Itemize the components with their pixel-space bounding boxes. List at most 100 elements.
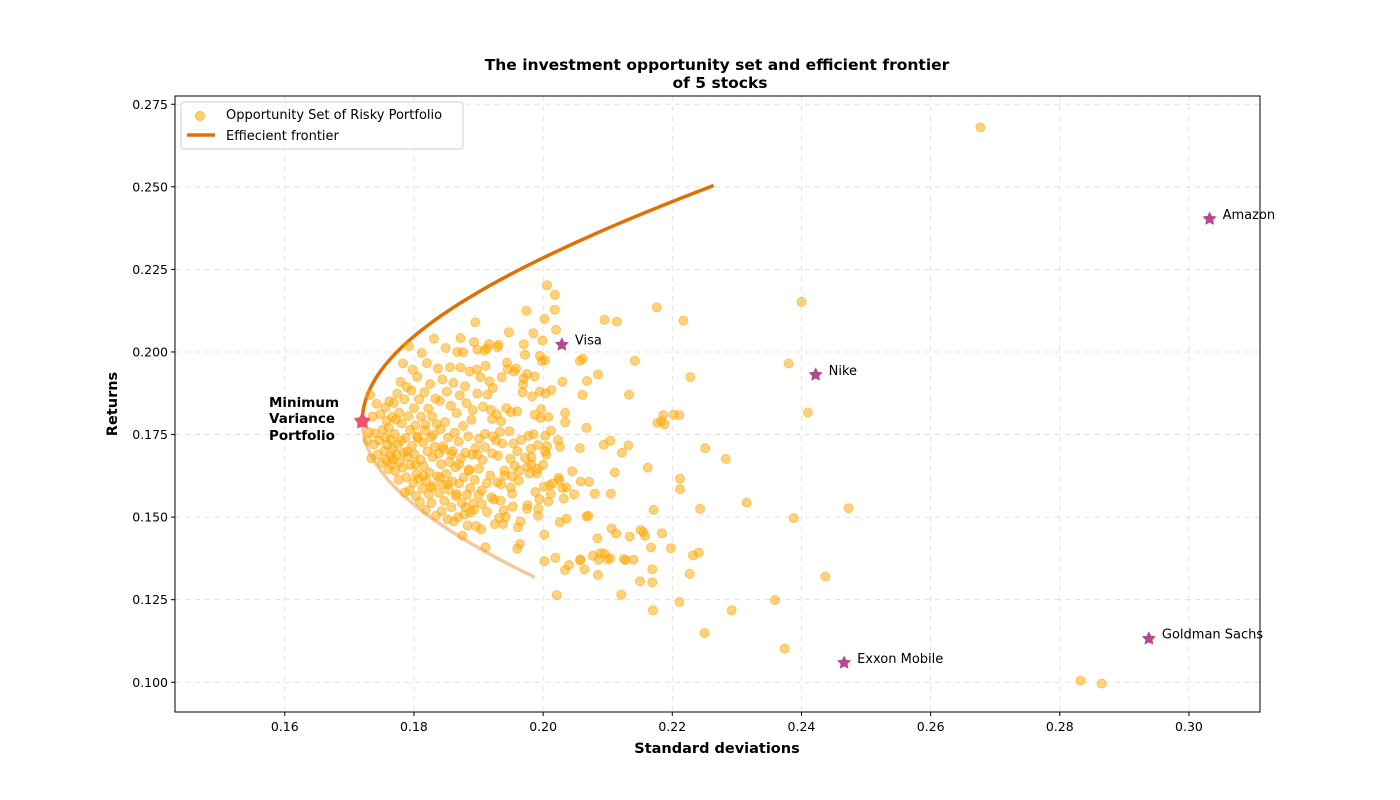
portfolio-point	[512, 543, 523, 554]
portfolio-point	[403, 411, 414, 422]
portfolio-point	[616, 589, 627, 600]
portfolio-point	[462, 520, 473, 531]
portfolio-point	[473, 463, 484, 474]
portfolio-point	[504, 426, 515, 437]
stock-label: Visa	[575, 334, 602, 349]
portfolio-point	[430, 393, 441, 404]
portfolio-point	[371, 398, 382, 409]
portfolio-point	[587, 550, 598, 561]
portfolio-point	[540, 446, 551, 457]
portfolio-point	[469, 474, 480, 485]
portfolio-point	[720, 454, 731, 464]
portfolio-point	[419, 387, 430, 398]
portfolio-point	[589, 488, 600, 499]
portfolio-point	[539, 529, 550, 540]
portfolio-point	[431, 419, 442, 429]
portfolio-point	[695, 503, 706, 514]
portfolio-point	[802, 407, 813, 418]
portfolio-point	[457, 530, 468, 541]
x-axis: 0.16 0.18 0.20 0.22 0.24 0.26 0.28 0.30	[271, 712, 1203, 734]
portfolio-point	[474, 433, 485, 444]
portfolio-point	[512, 522, 523, 533]
portfolio-point	[675, 484, 685, 495]
portfolio-point	[647, 564, 658, 575]
portfolio-point	[453, 436, 464, 447]
portfolio-point	[416, 348, 427, 358]
portfolio-point	[642, 462, 653, 473]
stock-markers: Amazon Visa Nike Exxon Mobile Goldman Sachs	[554, 208, 1275, 669]
portfolio-point	[726, 605, 737, 616]
portfolio-point	[438, 441, 448, 452]
portfolio-point	[463, 431, 474, 442]
portfolio-point	[463, 464, 474, 475]
portfolio-point	[481, 506, 492, 517]
portfolio-point	[551, 324, 561, 335]
portfolio-point	[646, 542, 656, 553]
stock-marker	[1202, 211, 1217, 225]
portfolio-point	[820, 571, 831, 582]
portfolio-point	[434, 488, 445, 498]
x-tick-label: 0.26	[917, 719, 945, 734]
portfolio-point	[678, 315, 689, 326]
portfolio-point	[443, 432, 454, 443]
legend-label-scatter: Opportunity Set of Risky Portfolio	[226, 108, 442, 123]
portfolio-point	[533, 440, 543, 451]
portfolio-point	[455, 333, 466, 344]
y-tick-label: 0.250	[132, 179, 168, 194]
portfolio-point	[647, 605, 658, 616]
portfolio-point	[383, 464, 394, 475]
portfolio-point	[527, 391, 538, 402]
portfolio-point	[526, 459, 537, 470]
portfolio-point	[520, 452, 530, 463]
portfolio-point	[575, 476, 586, 487]
portfolio-point	[518, 339, 529, 350]
portfolio-point	[512, 446, 523, 457]
portfolio-point	[403, 341, 414, 351]
portfolio-point	[611, 316, 622, 327]
portfolio-point	[366, 453, 377, 464]
portfolio-point	[688, 550, 698, 561]
min-variance-label-line3: Portfolio	[269, 428, 335, 444]
portfolio-point	[458, 421, 468, 431]
x-tick-label: 0.18	[400, 719, 428, 734]
x-axis-label: Standard deviations	[634, 741, 799, 757]
portfolio-point	[460, 502, 471, 513]
portfolio-point	[507, 501, 518, 512]
portfolio-point	[498, 505, 509, 516]
portfolio-point	[531, 468, 542, 479]
portfolio-point	[648, 504, 659, 515]
portfolio-point	[421, 358, 432, 369]
portfolio-point	[417, 483, 428, 494]
portfolio-point	[420, 419, 431, 430]
portfolio-point	[430, 510, 441, 521]
portfolio-point	[458, 347, 468, 358]
efficient-frontier-line	[360, 183, 715, 422]
portfolio-point	[461, 398, 472, 409]
portfolio-point	[651, 302, 662, 313]
portfolio-point	[675, 473, 685, 484]
portfolio-point	[439, 495, 450, 506]
portfolio-point	[464, 366, 475, 377]
portfolio-point	[788, 513, 799, 524]
x-tick-label: 0.30	[1175, 719, 1203, 734]
portfolio-point	[496, 372, 507, 383]
portfolio-point	[558, 493, 569, 504]
portfolio-point	[487, 414, 498, 424]
portfolio-point	[606, 523, 617, 534]
portfolio-point	[469, 504, 479, 515]
y-tick-label: 0.275	[132, 97, 168, 112]
portfolio-point	[467, 405, 478, 416]
portfolio-point	[638, 527, 649, 537]
portfolio-point	[530, 487, 541, 497]
x-tick-label: 0.22	[658, 719, 686, 734]
portfolio-point	[582, 376, 592, 386]
portfolio-point	[446, 502, 457, 513]
portfolio-point	[451, 408, 462, 419]
portfolio-point	[618, 554, 629, 565]
portfolio-point	[472, 449, 483, 460]
portfolio-point	[533, 510, 543, 521]
portfolio-point	[549, 304, 560, 315]
portfolio-point	[534, 350, 545, 361]
portfolio-point	[509, 366, 520, 377]
stock-marker	[554, 337, 569, 351]
